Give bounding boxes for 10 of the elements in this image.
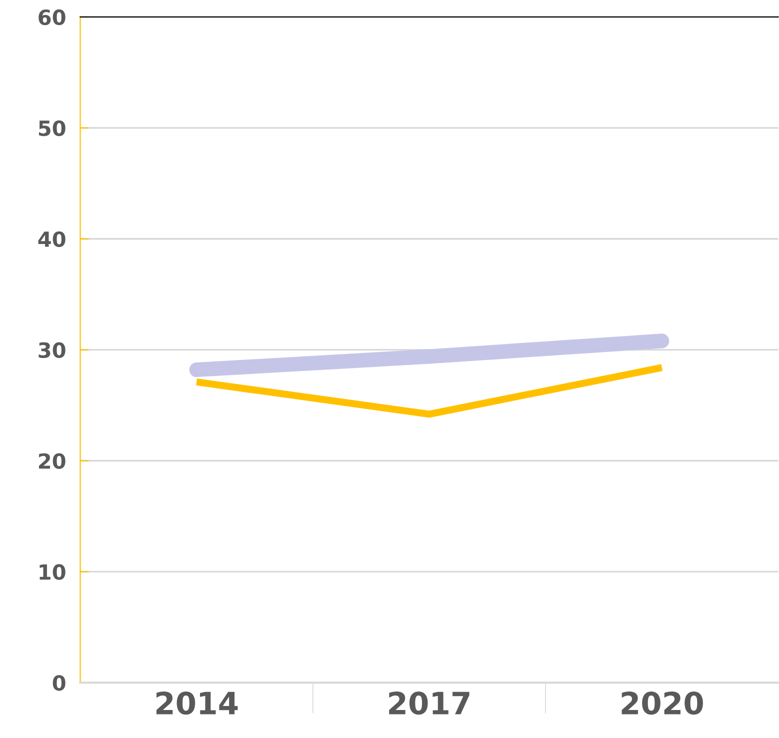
y-tick-label: 40 <box>38 231 66 248</box>
x-tick-label: 2017 <box>389 692 470 715</box>
y-tick-label: 60 <box>38 9 66 26</box>
x-tick-label: 2014 <box>156 692 238 715</box>
y-tick-label: 50 <box>38 120 66 136</box>
y-tick-label: 20 <box>39 453 66 469</box>
y-tick-label: 10 <box>40 564 66 580</box>
y-tick-label: 30 <box>38 342 66 358</box>
x-tick-label: 2020 <box>622 692 703 715</box>
y-tick-label: 0 <box>52 675 66 691</box>
